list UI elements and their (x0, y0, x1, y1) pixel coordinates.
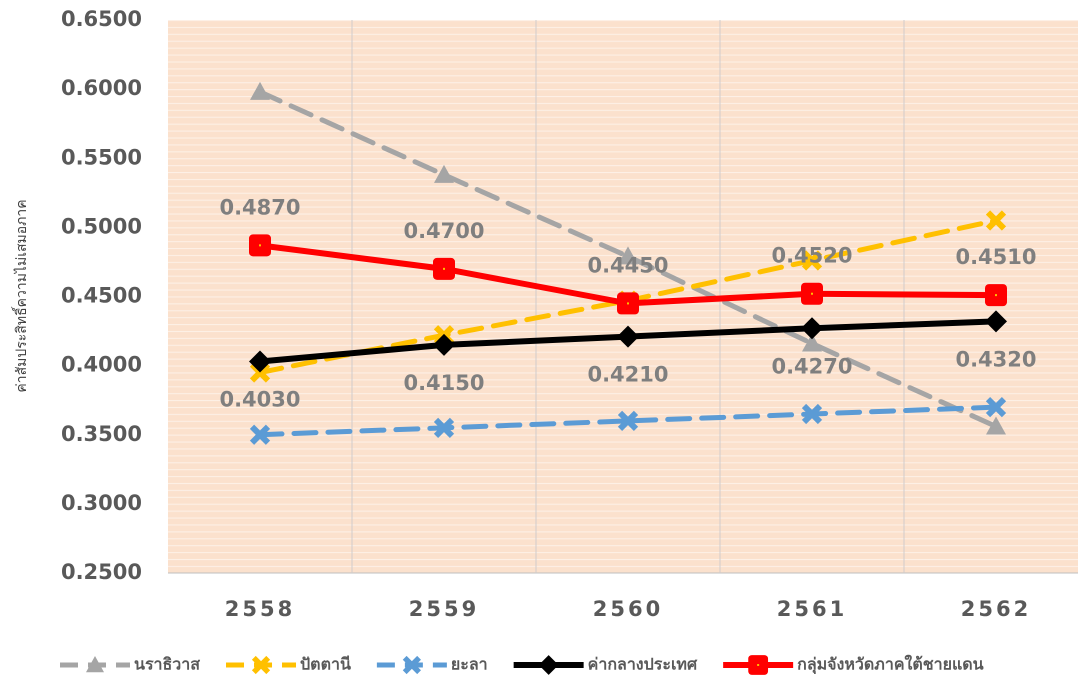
marker-center (443, 267, 445, 270)
data-label: 0.4150 (403, 371, 484, 395)
marker (249, 362, 271, 383)
data-label: 0.4450 (587, 253, 668, 277)
data-label: 0.4520 (771, 244, 852, 268)
marker (802, 333, 822, 352)
y-tick-label: 0.5500 (61, 145, 142, 169)
marker (617, 325, 639, 348)
series-line (257, 404, 999, 438)
x-tick-label: 2562 (961, 597, 1031, 621)
marker (985, 396, 1007, 418)
data-label: 0.4320 (955, 347, 1036, 371)
y-tick-label: 0.5000 (61, 214, 142, 238)
data-label: 0.4270 (771, 354, 852, 378)
y-tick-label: 0.3500 (61, 422, 142, 446)
y-tick-label: 0.2500 (61, 560, 142, 584)
marker (986, 416, 1006, 435)
marker (801, 403, 823, 425)
legend-label: นราธิวาส (134, 655, 200, 674)
x-tick-label: 2558 (225, 597, 295, 621)
marker (985, 210, 1007, 231)
marker-center (811, 292, 813, 295)
y-tick-label: 0.4500 (61, 284, 142, 308)
data-label: 0.4700 (403, 219, 484, 243)
marker (801, 250, 823, 271)
data-label: 0.4030 (219, 387, 300, 411)
data-label: 0.4510 (955, 245, 1036, 269)
marker-center (259, 244, 261, 247)
y-tick-label: 0.6500 (61, 7, 142, 31)
marker (402, 655, 421, 675)
series-line (257, 89, 999, 429)
marker-center (627, 302, 629, 305)
marker (433, 333, 455, 356)
marker-center (757, 664, 760, 666)
data-label: 0.4870 (219, 195, 300, 219)
marker (251, 655, 271, 675)
y-tick-label: 0.6000 (61, 76, 142, 100)
y-axis-label: ค่าสัมประสิทธิ์ความไม่เสมอภาค (11, 199, 30, 392)
marker (86, 656, 104, 673)
marker (801, 317, 823, 340)
x-tick-label: 2561 (777, 597, 847, 621)
x-tick-label: 2559 (409, 597, 479, 621)
marker (985, 310, 1007, 333)
legend-label: ปัตตานี (300, 655, 351, 674)
legend-label: ยะลา (451, 655, 488, 674)
marker (434, 164, 454, 183)
y-tick-label: 0.4000 (61, 353, 142, 377)
marker (618, 246, 638, 265)
marker-center (995, 294, 997, 297)
marker (538, 655, 559, 675)
marker (249, 424, 271, 445)
marker (433, 417, 455, 438)
legend-label: กลุ่มจังหวัดภาคใต้ชายแดน (797, 655, 984, 675)
data-label: 0.4210 (587, 363, 668, 387)
y-tick-label: 0.3000 (61, 491, 142, 515)
marker (249, 350, 271, 373)
x-tick-label: 2560 (593, 597, 663, 621)
marker (250, 81, 270, 100)
legend-label: ค่ากลางประเทศ (588, 655, 698, 674)
marker (617, 410, 639, 432)
